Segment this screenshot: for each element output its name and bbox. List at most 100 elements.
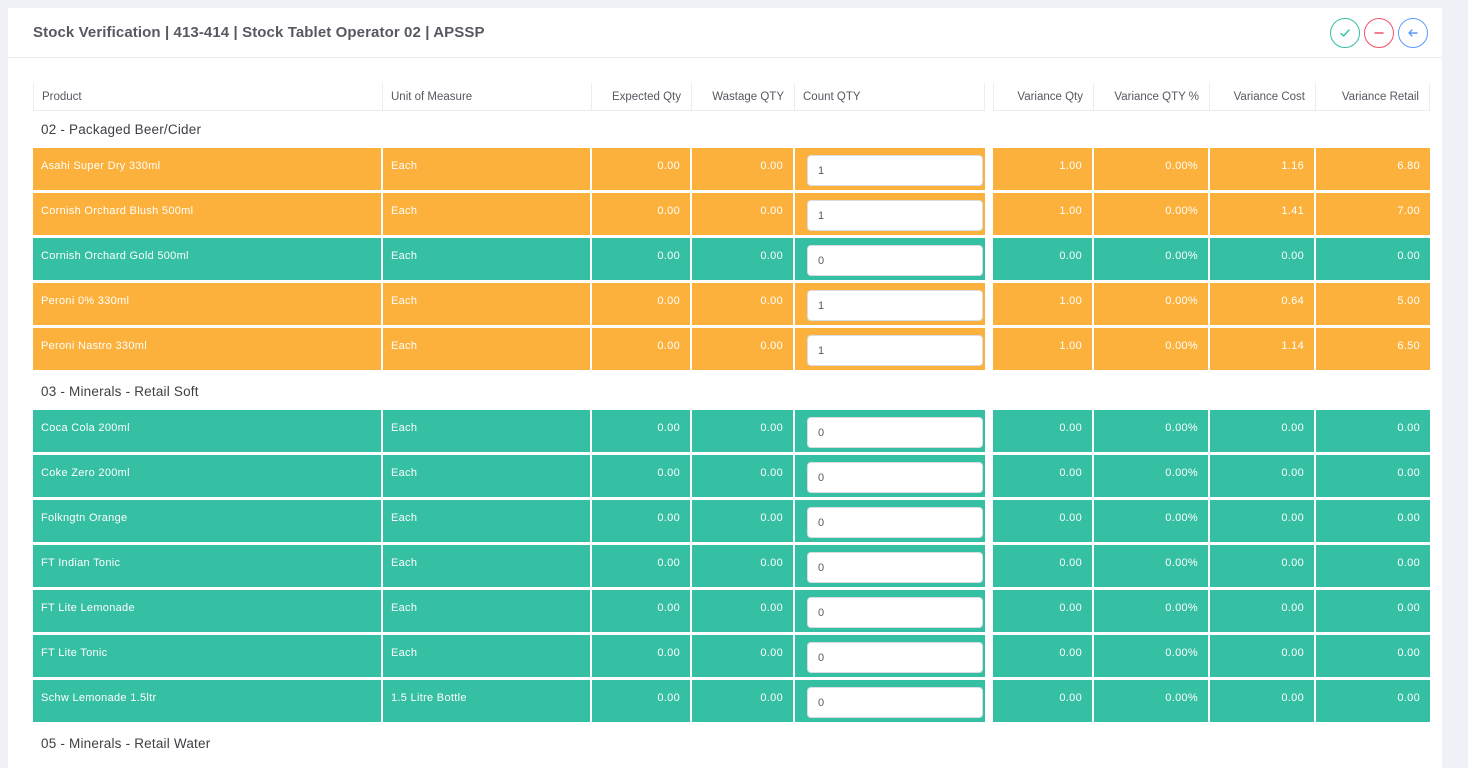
wastage-qty: 0.00 bbox=[760, 205, 783, 217]
table-row: Schw Lemonade 1.5ltr 1.5 Litre Bottle 0.… bbox=[33, 680, 1430, 722]
column-gutter bbox=[985, 193, 993, 235]
variance-cost: 0.64 bbox=[1281, 295, 1304, 307]
unit-of-measure: Each bbox=[391, 340, 418, 352]
col-variance-cost: Variance Cost bbox=[1210, 83, 1316, 111]
variance-qty-pct: 0.00% bbox=[1165, 205, 1198, 217]
check-icon bbox=[1337, 25, 1353, 41]
unit-of-measure: Each bbox=[391, 160, 418, 172]
wastage-qty: 0.00 bbox=[760, 557, 783, 569]
column-gutter bbox=[985, 238, 993, 280]
variance-qty: 1.00 bbox=[1059, 205, 1082, 217]
expected-qty: 0.00 bbox=[657, 557, 680, 569]
count-qty-input[interactable] bbox=[807, 245, 983, 276]
variance-cost: 0.00 bbox=[1281, 692, 1304, 704]
card-header: Stock Verification | 413-414 | Stock Tab… bbox=[8, 8, 1442, 58]
variance-qty-pct: 0.00% bbox=[1165, 422, 1198, 434]
count-qty-input[interactable] bbox=[807, 642, 983, 673]
variance-qty: 0.00 bbox=[1059, 467, 1082, 479]
variance-retail: 6.50 bbox=[1397, 340, 1420, 352]
count-qty-input[interactable] bbox=[807, 335, 983, 366]
section-header: 02 - Packaged Beer/Cider bbox=[33, 111, 1430, 148]
unit-of-measure: Each bbox=[391, 647, 418, 659]
table-row: Coke Zero 200ml Each 0.00 0.00 0.00 0.00… bbox=[33, 455, 1430, 497]
col-variance-qty-pct: Variance QTY % bbox=[1094, 83, 1210, 111]
column-gutter bbox=[985, 410, 993, 452]
variance-qty: 0.00 bbox=[1059, 422, 1082, 434]
expected-qty: 0.00 bbox=[657, 602, 680, 614]
wastage-qty: 0.00 bbox=[760, 512, 783, 524]
remove-button[interactable] bbox=[1364, 17, 1394, 48]
table-row: Cornish Orchard Blush 500ml Each 0.00 0.… bbox=[33, 193, 1430, 235]
column-gutter bbox=[985, 148, 993, 190]
product-name: Coca Cola 200ml bbox=[41, 422, 130, 434]
minus-icon bbox=[1371, 25, 1387, 41]
product-name: Schw Lemonade 1.5ltr bbox=[41, 692, 157, 704]
section-header-label: 02 - Packaged Beer/Cider bbox=[41, 122, 202, 137]
variance-qty: 1.00 bbox=[1059, 340, 1082, 352]
col-unit-of-measure: Unit of Measure bbox=[383, 83, 592, 111]
variance-cost: 1.14 bbox=[1281, 340, 1304, 352]
count-qty-input[interactable] bbox=[807, 417, 983, 448]
count-qty-input[interactable] bbox=[807, 462, 983, 493]
back-button[interactable] bbox=[1398, 17, 1428, 48]
product-name: FT Lite Lemonade bbox=[41, 602, 135, 614]
col-variance-qty: Variance Qty bbox=[993, 83, 1094, 111]
wastage-qty: 0.00 bbox=[760, 647, 783, 659]
count-qty-input[interactable] bbox=[807, 200, 983, 231]
wastage-qty: 0.00 bbox=[760, 692, 783, 704]
expected-qty: 0.00 bbox=[657, 467, 680, 479]
product-name: Peroni Nastro 330ml bbox=[41, 340, 147, 352]
stock-verification-card: Stock Verification | 413-414 | Stock Tab… bbox=[8, 8, 1442, 768]
wastage-qty: 0.00 bbox=[760, 295, 783, 307]
variance-qty: 1.00 bbox=[1059, 160, 1082, 172]
count-qty-input[interactable] bbox=[807, 552, 983, 583]
col-product: Product bbox=[33, 83, 383, 111]
product-name: FT Lite Tonic bbox=[41, 647, 108, 659]
variance-qty: 1.00 bbox=[1059, 295, 1082, 307]
variance-qty-pct: 0.00% bbox=[1165, 647, 1198, 659]
variance-cost: 0.00 bbox=[1281, 422, 1304, 434]
wastage-qty: 0.00 bbox=[760, 160, 783, 172]
variance-retail: 0.00 bbox=[1397, 557, 1420, 569]
variance-qty-pct: 0.00% bbox=[1165, 160, 1198, 172]
expected-qty: 0.00 bbox=[657, 512, 680, 524]
wastage-qty: 0.00 bbox=[760, 422, 783, 434]
product-name: Coke Zero 200ml bbox=[41, 467, 130, 479]
unit-of-measure: Each bbox=[391, 557, 418, 569]
variance-qty: 0.00 bbox=[1059, 692, 1082, 704]
table-row: Peroni Nastro 330ml Each 0.00 0.00 1.00 … bbox=[33, 328, 1430, 370]
column-gutter bbox=[985, 500, 993, 542]
table-row: FT Lite Tonic Each 0.00 0.00 0.00 0.00% … bbox=[33, 635, 1430, 677]
variance-cost: 0.00 bbox=[1281, 557, 1304, 569]
unit-of-measure: Each bbox=[391, 205, 418, 217]
table-row: FT Indian Tonic Each 0.00 0.00 0.00 0.00… bbox=[33, 545, 1430, 587]
variance-qty-pct: 0.00% bbox=[1165, 602, 1198, 614]
column-gutter bbox=[985, 680, 993, 722]
count-qty-input[interactable] bbox=[807, 507, 983, 538]
wastage-qty: 0.00 bbox=[760, 250, 783, 262]
variance-qty-pct: 0.00% bbox=[1165, 250, 1198, 262]
count-qty-input[interactable] bbox=[807, 687, 983, 718]
variance-qty-pct: 0.00% bbox=[1165, 692, 1198, 704]
unit-of-measure: Each bbox=[391, 602, 418, 614]
column-gutter bbox=[985, 545, 993, 587]
count-qty-input[interactable] bbox=[807, 597, 983, 628]
unit-of-measure: Each bbox=[391, 422, 418, 434]
variance-retail: 7.00 bbox=[1397, 205, 1420, 217]
wastage-qty: 0.00 bbox=[760, 340, 783, 352]
product-name: Peroni 0% 330ml bbox=[41, 295, 130, 307]
variance-retail: 0.00 bbox=[1397, 512, 1420, 524]
column-gutter bbox=[985, 83, 993, 111]
count-qty-input[interactable] bbox=[807, 155, 983, 186]
column-gutter bbox=[985, 328, 993, 370]
variance-cost: 0.00 bbox=[1281, 512, 1304, 524]
variance-cost: 0.00 bbox=[1281, 602, 1304, 614]
table-row: Coca Cola 200ml Each 0.00 0.00 0.00 0.00… bbox=[33, 410, 1430, 452]
count-qty-input[interactable] bbox=[807, 290, 983, 321]
approve-button[interactable] bbox=[1330, 17, 1360, 48]
variance-qty: 0.00 bbox=[1059, 557, 1082, 569]
expected-qty: 0.00 bbox=[657, 692, 680, 704]
variance-retail: 0.00 bbox=[1397, 467, 1420, 479]
variance-retail: 6.80 bbox=[1397, 160, 1420, 172]
variance-qty: 0.00 bbox=[1059, 512, 1082, 524]
